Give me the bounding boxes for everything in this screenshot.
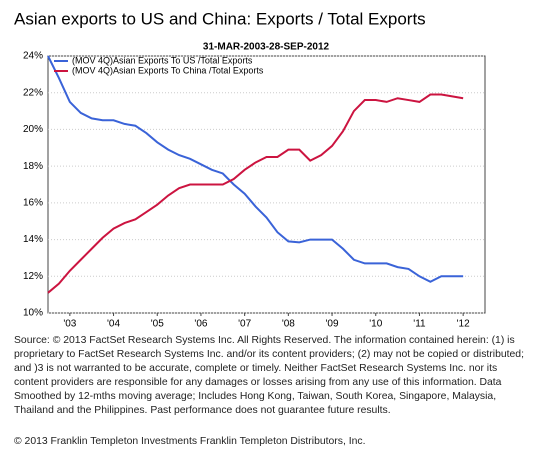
x-tick-label: '12 bbox=[457, 319, 470, 330]
x-tick-label: '05 bbox=[151, 319, 164, 330]
y-tick-label: 20% bbox=[23, 124, 43, 135]
x-tick-label: '11 bbox=[413, 319, 426, 330]
y-tick-label: 16% bbox=[23, 197, 43, 208]
y-tick-label: 24% bbox=[23, 51, 43, 62]
y-tick-label: 10% bbox=[23, 308, 43, 319]
y-tick-label: 18% bbox=[23, 161, 43, 172]
x-tick-label: '06 bbox=[194, 319, 207, 330]
legend-label: (MOV 4Q)Asian Exports To US /Total Expor… bbox=[72, 55, 253, 65]
series-line bbox=[47, 93, 464, 294]
x-tick-label: '10 bbox=[369, 319, 382, 330]
chart-title: Asian exports to US and China: Exports /… bbox=[14, 9, 426, 28]
plot-frame bbox=[47, 55, 486, 314]
series-line bbox=[47, 55, 464, 283]
y-tick-label: 22% bbox=[23, 87, 43, 98]
x-tick-label: '04 bbox=[107, 319, 120, 330]
y-tick-label: 12% bbox=[23, 271, 43, 282]
y-tick-label: 14% bbox=[23, 234, 43, 245]
legend-label: (MOV 4Q)Asian Exports To China /Total Ex… bbox=[72, 65, 264, 75]
x-tick-label: '08 bbox=[282, 319, 295, 330]
copyright: © 2013 Franklin Templeton Investments Fr… bbox=[14, 436, 366, 447]
source-note: Source: © 2013 FactSet Research Systems … bbox=[14, 335, 524, 416]
x-tick-label: '03 bbox=[63, 319, 76, 330]
x-tick-label: '07 bbox=[238, 319, 251, 330]
x-tick-label: '09 bbox=[326, 319, 339, 330]
chart: Asian exports to US and China: Exports /… bbox=[14, 9, 486, 330]
chart-subtitle: 31-MAR-2003-28-SEP-2012 bbox=[203, 42, 330, 53]
